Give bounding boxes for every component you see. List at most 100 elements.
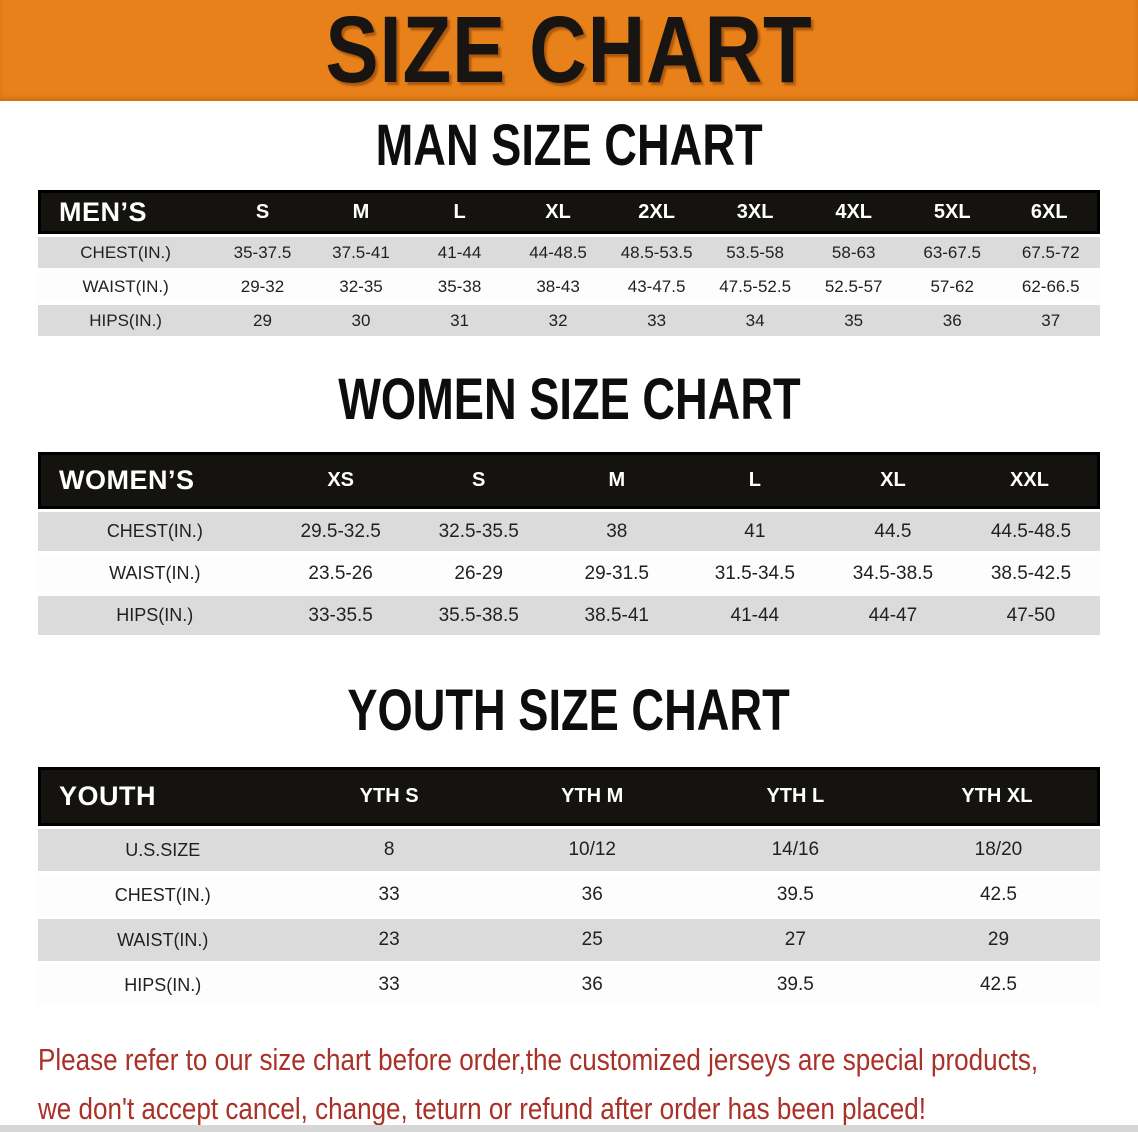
cell-value: 44-48.5 [508,237,608,268]
cell-value: 30 [311,305,411,336]
table-header-label: YOUTH [38,767,288,826]
row-label: WAIST(IN.) [38,919,288,961]
cell-value: 37 [1001,305,1100,336]
column-header: YTH M [490,767,694,826]
cell-value: 36 [902,305,1002,336]
table-row: U.S.SIZE 8 10/12 14/16 18/20 [38,829,1100,871]
cell-value: 23 [287,919,491,961]
cell-value: 43-47.5 [607,271,706,302]
cell-value: 35-37.5 [213,237,312,268]
column-header: XS [271,452,410,509]
disclaimer-line-2: we don't accept cancel, change, teturn o… [38,1091,927,1126]
cell-value: 36 [490,874,694,916]
table-row: CHEST(IN.) 33 36 39.5 42.5 [38,874,1100,916]
column-header: 6XL [1001,190,1100,234]
column-header: S [409,452,548,509]
cell-value: 35 [804,305,903,336]
table-body: CHEST(IN.) 29.5-32.5 32.5-35.5 38 41 44.5 44.5… [38,512,1100,635]
cell-value: 58-63 [804,237,903,268]
cell-value: 63-67.5 [902,237,1002,268]
column-header: M [311,190,411,234]
row-label: WAIST(IN.) [38,554,272,593]
table-head: WOMEN’S XS S M L XL XXL [38,452,1100,509]
column-header: XL [508,190,608,234]
cell-value: 29 [213,305,312,336]
section-title: MAN SIZE CHART [0,117,1138,175]
cell-value: 42.5 [896,964,1100,1006]
cell-value: 44.5 [823,512,962,551]
cell-value: 10/12 [490,829,694,871]
section-title-text: MAN SIZE CHART [375,113,763,178]
cell-value: 44-47 [823,596,962,635]
table-row: WAIST(IN.) 23.5-26 26-29 29-31.5 31.5-34.5 34… [38,554,1100,593]
column-header: 2XL [607,190,706,234]
column-header: L [410,190,509,234]
cell-value: 38 [547,512,686,551]
disclaimer: Please refer to our size chart before or… [38,1035,1138,1132]
cell-value: 67.5-72 [1001,237,1100,268]
cell-value: 41-44 [685,596,824,635]
column-header: YTH L [693,767,897,826]
header-row: YOUTH YTH S YTH M YTH L YTH XL [38,767,1100,826]
column-header: 5XL [902,190,1002,234]
cell-value: 35.5-38.5 [409,596,548,635]
size-table: MEN’S S M L XL 2XL 3XL 4XL 5XL 6XL CHEST(IN.) 35-37… [38,187,1100,339]
page-title: SIZE CHART [325,0,813,103]
row-label: HIPS(IN.) [38,964,288,1006]
section-2: YOUTH SIZE CHART YOUTH YTH S YTH M YTH L YTH … [0,682,1138,1009]
column-header: YTH S [287,767,491,826]
table-head: MEN’S S M L XL 2XL 3XL 4XL 5XL 6XL [38,190,1100,234]
cell-value: 38.5-41 [547,596,686,635]
cell-value: 29.5-32.5 [271,512,410,551]
column-header: 4XL [804,190,903,234]
table-row: HIPS(IN.) 33-35.5 35.5-38.5 38.5-41 41-44 44-… [38,596,1100,635]
table-row: CHEST(IN.) 35-37.5 37.5-41 41-44 44-48.5 48.5… [38,237,1100,268]
cell-value: 18/20 [896,829,1100,871]
header-row: MEN’S S M L XL 2XL 3XL 4XL 5XL 6XL [38,190,1100,234]
table-row: HIPS(IN.) 29 30 31 32 33 34 35 36 37 [38,305,1100,336]
header-row: WOMEN’S XS S M L XL XXL [38,452,1100,509]
cell-value: 32.5-35.5 [409,512,548,551]
cell-value: 32 [508,305,608,336]
cell-value: 33-35.5 [271,596,410,635]
cell-value: 33 [287,874,491,916]
cell-value: 57-62 [902,271,1002,302]
table-head: YOUTH YTH S YTH M YTH L YTH XL [38,767,1100,826]
column-header: M [547,452,686,509]
section-title: YOUTH SIZE CHART [0,682,1138,740]
column-header: YTH XL [896,767,1100,826]
size-table: YOUTH YTH S YTH M YTH L YTH XL U.S.SIZE 8 10/12… [38,764,1100,1009]
cell-value: 47.5-52.5 [705,271,805,302]
cell-value: 36 [490,964,694,1006]
cell-value: 29-32 [213,271,312,302]
section-1: WOMEN SIZE CHART WOMEN’S XS S M L XL XXL CHEST(I… [0,371,1138,638]
cell-value: 47-50 [961,596,1100,635]
cell-value: 35-38 [410,271,509,302]
row-label: HIPS(IN.) [38,305,214,336]
size-table: WOMEN’S XS S M L XL XXL CHEST(IN.) 29.5-32.5 32.5… [38,449,1100,638]
cell-value: 42.5 [896,874,1100,916]
cell-value: 26-29 [409,554,548,593]
cell-value: 34 [705,305,805,336]
cell-value: 29-31.5 [547,554,686,593]
cell-value: 38.5-42.5 [961,554,1100,593]
cell-value: 29 [896,919,1100,961]
cell-value: 41-44 [410,237,509,268]
column-header: XXL [961,452,1100,509]
cell-value: 23.5-26 [271,554,410,593]
section-title: WOMEN SIZE CHART [0,371,1138,429]
cell-value: 31 [410,305,509,336]
row-label: CHEST(IN.) [38,874,288,916]
section-title-text: YOUTH SIZE CHART [347,678,791,743]
table-header-label: MEN’S [38,190,214,234]
cell-value: 14/16 [693,829,897,871]
cell-value: 62-66.5 [1001,271,1100,302]
cell-value: 41 [685,512,824,551]
banner: SIZE CHART [0,0,1138,101]
cell-value: 32-35 [311,271,411,302]
table-header-label: WOMEN’S [38,452,272,509]
cell-value: 48.5-53.5 [607,237,706,268]
cell-value: 53.5-58 [705,237,805,268]
cell-value: 33 [607,305,706,336]
